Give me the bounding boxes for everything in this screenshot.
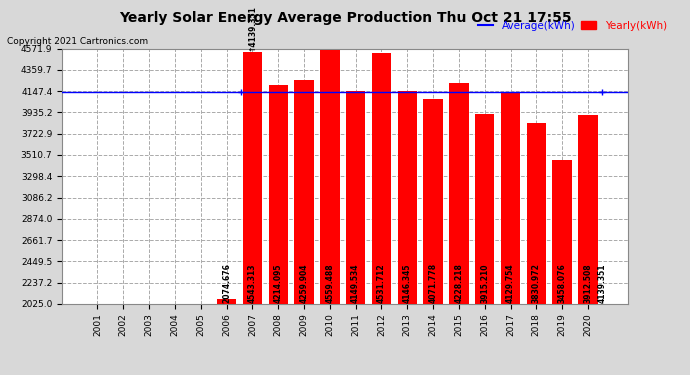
Bar — [320, 50, 339, 304]
Text: 4259.904: 4259.904 — [299, 264, 308, 303]
Text: 4146.345: 4146.345 — [403, 264, 412, 303]
Bar — [346, 91, 365, 304]
Bar — [372, 53, 391, 304]
Bar — [578, 115, 598, 304]
Text: 4139.351: 4139.351 — [598, 263, 607, 303]
Text: 3915.210: 3915.210 — [480, 264, 489, 303]
Text: ↑4139.351: ↑4139.351 — [248, 5, 257, 51]
Text: 2074.676: 2074.676 — [222, 263, 231, 303]
Bar — [475, 114, 495, 304]
Bar — [217, 299, 236, 304]
Text: Copyright 2021 Cartronics.com: Copyright 2021 Cartronics.com — [7, 38, 148, 46]
Bar — [424, 99, 443, 304]
Bar — [295, 80, 314, 304]
Bar — [526, 123, 546, 304]
Text: 4214.095: 4214.095 — [274, 264, 283, 303]
Text: 4071.778: 4071.778 — [428, 263, 437, 303]
Text: 4531.712: 4531.712 — [377, 264, 386, 303]
Bar — [397, 92, 417, 304]
Bar — [501, 93, 520, 304]
Text: 4559.488: 4559.488 — [325, 264, 335, 303]
Bar — [243, 52, 262, 304]
Bar — [268, 85, 288, 304]
Bar — [449, 83, 469, 304]
Text: 3458.076: 3458.076 — [558, 264, 566, 303]
Text: 4129.754: 4129.754 — [506, 264, 515, 303]
Text: 4149.534: 4149.534 — [351, 264, 360, 303]
Text: 3830.972: 3830.972 — [532, 263, 541, 303]
Text: Yearly Solar Energy Average Production Thu Oct 21 17:55: Yearly Solar Energy Average Production T… — [119, 11, 571, 25]
Legend: Average(kWh), Yearly(kWh): Average(kWh), Yearly(kWh) — [473, 16, 671, 35]
Text: 3912.508: 3912.508 — [584, 264, 593, 303]
Bar — [553, 160, 572, 304]
Text: 4228.218: 4228.218 — [455, 263, 464, 303]
Text: 4543.313: 4543.313 — [248, 264, 257, 303]
